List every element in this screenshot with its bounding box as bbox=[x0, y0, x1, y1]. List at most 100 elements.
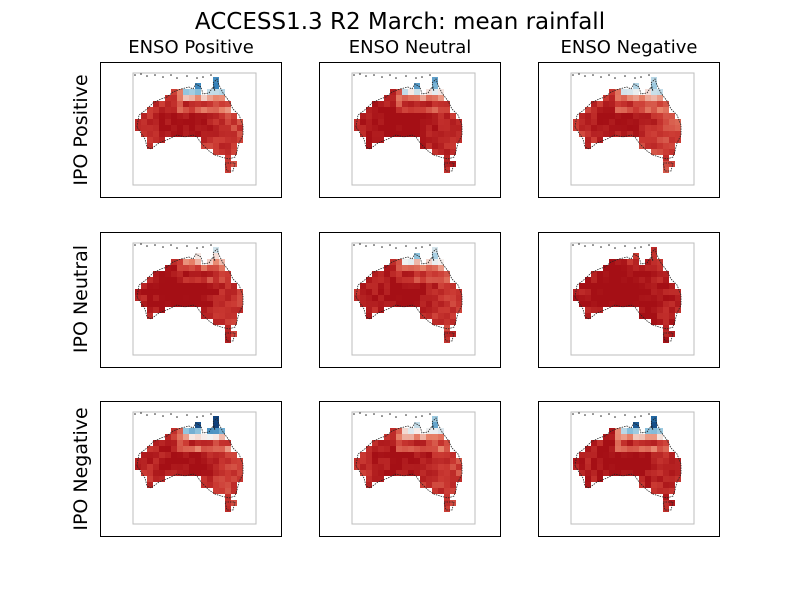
rainfall-cell bbox=[603, 119, 609, 125]
rainfall-cell bbox=[360, 464, 366, 470]
rainfall-cell bbox=[213, 83, 219, 89]
rainfall-cell bbox=[366, 277, 372, 283]
rainfall-cell bbox=[633, 253, 639, 259]
rainfall-cell bbox=[585, 277, 591, 283]
rainfall-cell bbox=[414, 446, 420, 452]
island-dot bbox=[134, 244, 136, 246]
rainfall-cell bbox=[189, 440, 195, 446]
rainfall-cell bbox=[225, 143, 231, 149]
rainfall-cell bbox=[603, 101, 609, 107]
rainfall-cell bbox=[633, 434, 639, 440]
coastline bbox=[136, 78, 244, 160]
rainfall-cell bbox=[147, 307, 153, 313]
rainfall-cell bbox=[159, 101, 165, 107]
rainfall-cell bbox=[675, 137, 681, 143]
rainfall-cell bbox=[390, 464, 396, 470]
rainfall-cell bbox=[372, 295, 378, 301]
rainfall-cell bbox=[633, 289, 639, 295]
rainfall-cell bbox=[183, 107, 189, 113]
rainfall-cell bbox=[201, 289, 207, 295]
rainfall-cell bbox=[669, 113, 675, 119]
rainfall-cell bbox=[432, 434, 438, 440]
rainfall-cell bbox=[366, 464, 372, 470]
island-dot bbox=[202, 76, 204, 78]
rainfall-cell bbox=[444, 446, 450, 452]
rainfall-cell bbox=[195, 125, 201, 131]
island-dot bbox=[405, 414, 407, 416]
rainfall-cell bbox=[219, 470, 225, 476]
rainfall-cell bbox=[159, 458, 165, 464]
rainfall-cell bbox=[591, 464, 597, 470]
rainfall-cell bbox=[444, 452, 450, 458]
rainfall-cell bbox=[615, 277, 621, 283]
rainfall-cell bbox=[426, 277, 432, 283]
rainfall-cell bbox=[231, 119, 237, 125]
rainfall-cell bbox=[402, 107, 408, 113]
rainfall-cell bbox=[408, 259, 414, 265]
rainfall-cell bbox=[585, 283, 591, 289]
rainfall-cell bbox=[444, 143, 450, 149]
rainfall-grid bbox=[354, 247, 462, 343]
rainfall-cell bbox=[657, 434, 663, 440]
rainfall-cell bbox=[171, 259, 177, 265]
rainfall-cell bbox=[663, 283, 669, 289]
rainfall-cell bbox=[444, 161, 450, 167]
rainfall-cell bbox=[408, 265, 414, 271]
rainfall-cell bbox=[201, 446, 207, 452]
map-panel bbox=[538, 401, 720, 537]
rainfall-cell bbox=[651, 101, 657, 107]
rainfall-cell bbox=[171, 277, 177, 283]
rainfall-cell bbox=[444, 295, 450, 301]
rainfall-cell bbox=[159, 307, 165, 313]
rainfall-cell bbox=[438, 452, 444, 458]
rainfall-cell bbox=[396, 283, 402, 289]
rainfall-cell bbox=[627, 101, 633, 107]
rainfall-cell bbox=[231, 307, 237, 313]
rainfall-cell bbox=[366, 476, 372, 482]
rainfall-cell bbox=[597, 470, 603, 476]
rainfall-cell bbox=[195, 119, 201, 125]
rainfall-cell bbox=[603, 95, 609, 101]
rainfall-cell bbox=[615, 464, 621, 470]
rainfall-cell bbox=[669, 319, 675, 325]
rainfall-cell bbox=[609, 119, 615, 125]
rainfall-cell bbox=[456, 464, 462, 470]
rainfall-cell bbox=[141, 470, 147, 476]
rainfall-cell bbox=[153, 301, 159, 307]
rainfall-cell bbox=[183, 440, 189, 446]
rainfall-cell bbox=[183, 95, 189, 101]
rainfall-cell bbox=[585, 137, 591, 143]
rainfall-cell bbox=[414, 95, 420, 101]
rainfall-cell bbox=[603, 470, 609, 476]
rainfall-cell bbox=[450, 307, 456, 313]
rainfall-cell bbox=[420, 446, 426, 452]
island-dot bbox=[381, 246, 383, 248]
rainfall-cell bbox=[627, 289, 633, 295]
rainfall-cell bbox=[189, 470, 195, 476]
rainfall-cell bbox=[414, 428, 420, 434]
rainfall-cell bbox=[372, 446, 378, 452]
rainfall-cell bbox=[141, 452, 147, 458]
rainfall-cell bbox=[450, 149, 456, 155]
rainfall-cell bbox=[597, 283, 603, 289]
rainfall-cell bbox=[633, 446, 639, 452]
rainfall-cell bbox=[669, 131, 675, 137]
rainfall-cell bbox=[609, 95, 615, 101]
island-dot bbox=[373, 74, 375, 76]
rainfall-cell bbox=[438, 101, 444, 107]
rainfall-cell bbox=[627, 464, 633, 470]
rainfall-cell bbox=[402, 440, 408, 446]
rainfall-cell bbox=[450, 452, 456, 458]
rainfall-cell bbox=[669, 476, 675, 482]
rainfall-cell bbox=[621, 113, 627, 119]
rainfall-cell bbox=[195, 271, 201, 277]
rainfall-cell bbox=[432, 95, 438, 101]
rainfall-cell bbox=[153, 452, 159, 458]
tasmania-coastline bbox=[443, 332, 455, 342]
rainfall-cell bbox=[657, 464, 663, 470]
island-dot bbox=[634, 247, 636, 249]
rainfall-cell bbox=[189, 434, 195, 440]
rainfall-cell bbox=[141, 125, 147, 131]
rainfall-cell bbox=[639, 137, 645, 143]
rainfall-cell bbox=[225, 307, 231, 313]
